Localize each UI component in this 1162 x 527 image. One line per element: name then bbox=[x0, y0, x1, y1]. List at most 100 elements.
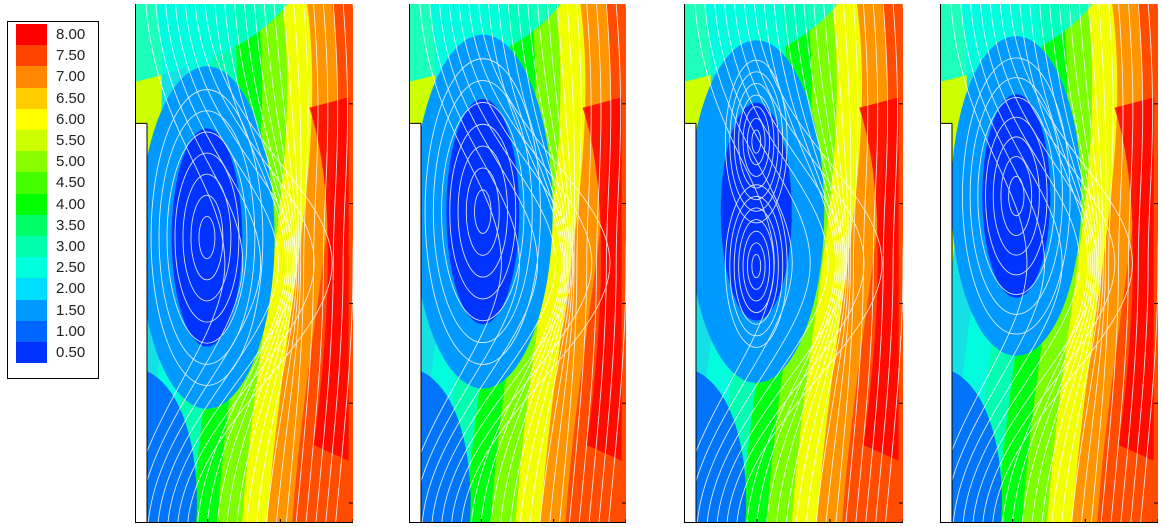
streamline bbox=[206, 4, 289, 523]
legend-label: 2.00 bbox=[56, 280, 86, 298]
streamline bbox=[696, 4, 811, 523]
legend-label: 6.00 bbox=[56, 110, 86, 128]
streamline bbox=[167, 4, 297, 523]
streamline bbox=[1011, 4, 1091, 523]
vortex-loop bbox=[166, 131, 248, 344]
streamline bbox=[686, 4, 793, 523]
legend-label: 4.50 bbox=[56, 174, 86, 192]
vortex-loop bbox=[474, 189, 492, 234]
vortex-loop bbox=[751, 129, 762, 154]
wake-region bbox=[135, 367, 197, 523]
streamline bbox=[982, 4, 1116, 523]
streamline bbox=[1002, 4, 1089, 523]
streamline bbox=[845, 4, 869, 523]
contour-plot bbox=[135, 4, 353, 523]
legend-swatch bbox=[16, 257, 47, 279]
wake-region bbox=[409, 367, 471, 523]
vortex-loop bbox=[150, 89, 264, 386]
streamline bbox=[315, 4, 339, 523]
legend-swatch bbox=[16, 87, 47, 109]
streamline bbox=[305, 4, 329, 523]
legend-swatch bbox=[16, 108, 47, 130]
vortex-loop bbox=[441, 101, 525, 322]
vortex-loop bbox=[465, 167, 500, 256]
streamline bbox=[187, 4, 333, 523]
wall bbox=[409, 123, 421, 523]
vortex-loop bbox=[962, 57, 1071, 335]
streamline bbox=[716, 4, 847, 523]
wall bbox=[940, 123, 952, 523]
vortex-loop bbox=[729, 195, 784, 337]
streamline bbox=[972, 4, 1098, 523]
streamline bbox=[135, 4, 226, 489]
streamline bbox=[805, 4, 848, 523]
vortex-loop bbox=[1000, 156, 1033, 236]
streamline bbox=[746, 4, 836, 523]
contour-panel-1 bbox=[135, 4, 353, 523]
streamline bbox=[197, 4, 287, 523]
streamline bbox=[588, 4, 612, 523]
streamline bbox=[519, 4, 570, 523]
legend-swatch bbox=[16, 299, 47, 321]
streamline bbox=[500, 4, 567, 523]
contour-panel-3 bbox=[684, 4, 903, 523]
streamline bbox=[460, 4, 611, 523]
legend-label: 1.00 bbox=[56, 322, 86, 340]
streamline bbox=[795, 4, 846, 523]
vortex-loop bbox=[751, 254, 762, 279]
recirculation-core bbox=[982, 94, 1051, 298]
streamline bbox=[285, 4, 309, 523]
vortex-loop bbox=[738, 94, 775, 189]
legend-swatch bbox=[16, 320, 47, 342]
vortex-loop bbox=[746, 242, 766, 290]
contour-plot bbox=[940, 4, 1158, 523]
streamline bbox=[736, 4, 883, 523]
streamline bbox=[1041, 4, 1098, 523]
vortex-loop bbox=[724, 184, 788, 348]
streamline bbox=[1090, 4, 1114, 523]
streamline bbox=[1051, 4, 1100, 523]
vortex-loop bbox=[1008, 175, 1025, 217]
streamline bbox=[952, 4, 1063, 523]
streamline bbox=[549, 4, 575, 523]
streamline bbox=[147, 4, 262, 523]
legend-swatch bbox=[16, 151, 47, 173]
streamline bbox=[529, 4, 572, 523]
streamline bbox=[1061, 4, 1102, 523]
vortex-loop bbox=[977, 96, 1056, 296]
legend-label: 5.00 bbox=[56, 153, 86, 171]
streamline bbox=[598, 4, 622, 523]
streamline bbox=[992, 4, 1133, 523]
wall bbox=[684, 123, 696, 523]
streamline bbox=[1110, 4, 1134, 523]
wall bbox=[135, 123, 147, 523]
legend-label: 5.50 bbox=[56, 132, 86, 149]
streamline bbox=[295, 4, 319, 523]
legend-swatch bbox=[16, 214, 47, 236]
legend-swatch bbox=[16, 278, 47, 300]
vortex-loop bbox=[733, 82, 779, 201]
streamline bbox=[885, 4, 903, 523]
streamline bbox=[726, 4, 865, 523]
legend-label: 0.50 bbox=[56, 344, 86, 361]
streamlines bbox=[684, 4, 903, 523]
legend-swatch bbox=[16, 172, 47, 194]
streamline bbox=[1031, 4, 1096, 523]
legend-label: 6.50 bbox=[56, 89, 86, 107]
vortex-loop bbox=[742, 106, 770, 177]
streamline bbox=[875, 4, 898, 523]
wake-region bbox=[940, 367, 1002, 523]
streamlines bbox=[940, 4, 1158, 523]
streamline bbox=[451, 4, 593, 523]
legend-label: 8.00 bbox=[56, 26, 86, 43]
legend-swatch bbox=[16, 66, 47, 88]
legend-label: 1.50 bbox=[56, 301, 86, 319]
streamline bbox=[470, 4, 563, 523]
legend-swatch bbox=[16, 130, 47, 152]
streamline bbox=[1100, 4, 1124, 523]
streamline bbox=[578, 4, 602, 523]
vortex-loop bbox=[724, 59, 788, 224]
legend-label: 7.00 bbox=[56, 68, 86, 86]
streamline bbox=[246, 4, 296, 523]
vortex-loop bbox=[424, 58, 541, 365]
